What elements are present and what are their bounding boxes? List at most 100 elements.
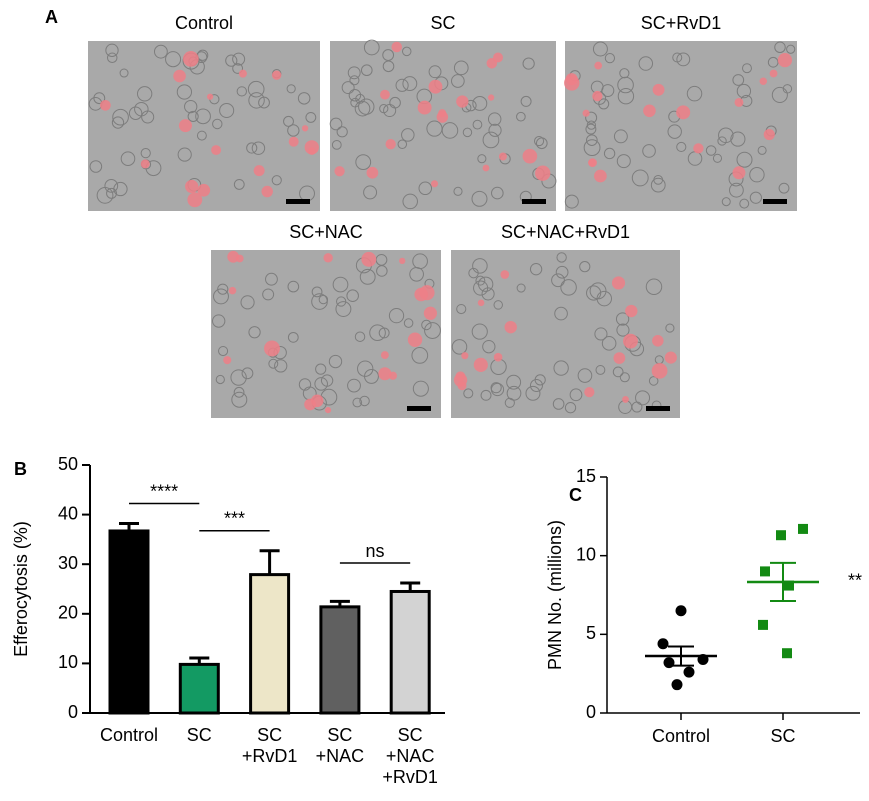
cell [120,151,136,167]
cell [350,97,360,108]
cell [297,92,311,105]
cell [676,141,687,153]
image-title: SC+RvD1 [641,13,722,33]
red-cell [173,69,186,83]
cell [318,294,329,305]
cell [506,385,522,401]
cell [535,137,548,150]
point [758,619,768,630]
point [798,523,808,534]
red-cell [457,381,467,391]
cell [232,63,244,74]
cell [516,283,526,293]
red-cell [414,287,428,302]
scale-bar [407,406,431,411]
x-tick-label: SC +NAC +RvD1 [382,725,438,787]
cell [577,368,593,383]
red-cell [622,396,629,403]
cell [782,84,793,94]
scale-bar [522,199,546,204]
cell [382,49,395,61]
cell [749,191,762,204]
cell [106,187,117,199]
cell [473,280,489,296]
cell [360,64,373,77]
red-cell [564,75,580,91]
red-cell [235,254,244,263]
cell [472,95,488,111]
image-title: SC+NAC [289,222,363,242]
cell [529,263,543,276]
cell [506,374,522,390]
cell [113,181,128,197]
cell [236,86,247,97]
cell [648,376,659,386]
cell [650,177,666,193]
cell [564,402,577,414]
cell [645,278,663,296]
cell [241,367,254,380]
cell [248,92,265,109]
cell [184,99,198,114]
cell [615,312,630,326]
cell [315,363,327,375]
cell [382,60,395,73]
y-tick-label: 5 [586,623,596,643]
cell [705,145,717,156]
cell [586,285,602,301]
cell [196,130,207,141]
cell [553,360,569,376]
cell [676,52,691,67]
bar [249,573,291,715]
bar [389,589,431,715]
cell [369,324,386,342]
cell [604,52,616,64]
cell [89,160,103,173]
red-cell [504,320,517,334]
cell [287,331,299,343]
cell [411,347,429,364]
red-cell [385,139,396,150]
y-tick-label: 40 [58,503,78,523]
cell [287,280,300,293]
cell [594,327,608,341]
red-cell [535,165,551,181]
cell [195,108,211,125]
cell [421,319,432,331]
red-cell [493,52,504,63]
cell [379,103,389,114]
micrograph [211,250,441,418]
cell [592,41,608,57]
y-tick-label: 0 [68,702,78,722]
cell [401,128,415,142]
red-cell [477,299,485,307]
cell [246,142,258,154]
cell [619,372,630,383]
red-cell [693,143,704,154]
red-cell [206,93,214,100]
cell [487,112,502,126]
cell [137,86,153,102]
bar [108,529,150,715]
cell [730,131,746,147]
cell [231,391,248,408]
cell [564,194,579,209]
red-cell [271,70,282,80]
cell [262,288,275,301]
cell [265,272,278,286]
cell [218,345,229,357]
x-tick-label: SC +RvD1 [241,725,298,766]
cell [778,182,790,194]
cell [177,147,192,162]
cell [348,89,362,102]
red-cell [493,352,503,362]
cell [355,154,372,171]
cell [176,84,193,100]
cell [286,84,296,94]
cell [402,76,418,92]
red-cell [407,332,423,347]
y-tick-label: 20 [58,603,78,623]
red-cell [380,89,390,100]
cell [585,123,597,135]
red-cell [100,99,111,111]
